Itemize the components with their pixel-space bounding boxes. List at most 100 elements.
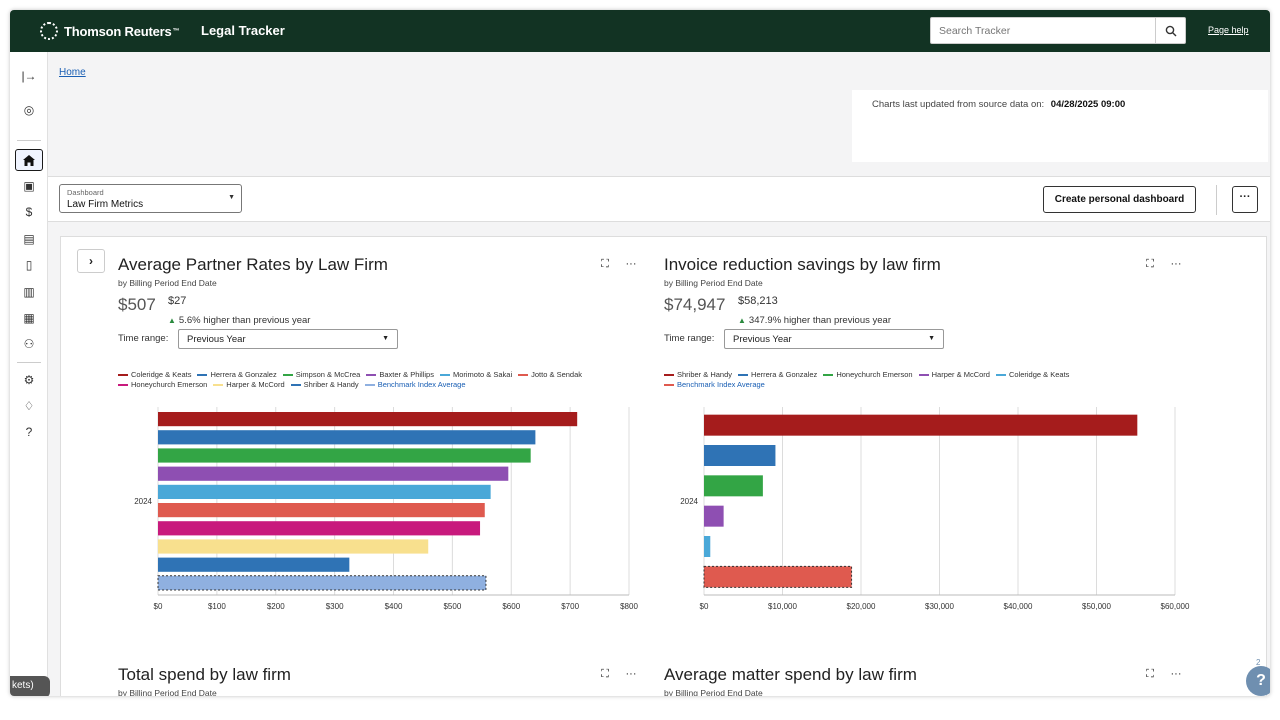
fullscreen-icon[interactable]: ⛶ [1146, 258, 1154, 270]
bar[interactable] [158, 521, 481, 536]
bar[interactable] [704, 505, 724, 527]
document-icon[interactable]: ▯ [25, 258, 33, 272]
bar[interactable] [704, 475, 763, 497]
x-tick-label: $40,000 [1004, 602, 1033, 611]
chart-legend: Shriber & Handy Herrera & Gonzalez Honeych… [664, 370, 1144, 389]
legend-item[interactable]: Herrera & Gonzalez [738, 370, 817, 380]
chart-legend: Coleridge & Keats Herrera & Gonzalez Simps… [118, 370, 618, 389]
search-input[interactable] [931, 18, 1157, 43]
bar[interactable] [158, 503, 485, 518]
legend-swatch [995, 374, 1006, 377]
user-icon[interactable]: ◎ [23, 103, 35, 117]
legend-item[interactable]: Shriber & Handy [664, 370, 732, 380]
bar[interactable] [158, 412, 578, 427]
book-icon[interactable]: ▤ [23, 232, 35, 246]
legend-item[interactable]: Coleridge & Keats [118, 370, 191, 380]
bar[interactable] [158, 430, 536, 445]
dashboard-select[interactable]: Dashboard Law Firm Metrics ▼ [59, 184, 242, 213]
create-personal-dashboard-button[interactable]: Create personal dashboard [1043, 186, 1196, 213]
help-button[interactable]: ? [1246, 666, 1270, 696]
bar[interactable] [704, 536, 711, 557]
reports-icon[interactable]: ▦ [23, 311, 35, 325]
card-subtitle: by Billing Period End Date [664, 688, 763, 696]
brand-logo[interactable]: Thomson Reuters ™ [40, 22, 180, 40]
partner-rates-chart: $0 $100 $200 $300 $400 $500 $600 $700 $800 2024 [134, 407, 638, 611]
bar-chart-icon[interactable]: ▥ [23, 285, 35, 299]
more-icon[interactable]: ··· [625, 258, 637, 270]
fullscreen-icon[interactable]: ⛶ [601, 258, 609, 270]
briefcase-icon[interactable]: ▣ [23, 179, 35, 193]
legend-item[interactable]: Honeychurch Emerson [823, 370, 913, 380]
bar[interactable] [158, 539, 429, 554]
breadcrumb-home[interactable]: Home [59, 67, 86, 78]
chevron-down-icon: ▼ [382, 335, 389, 342]
more-icon[interactable]: ··· [1170, 668, 1182, 680]
bottom-chip[interactable]: kets) [10, 676, 50, 696]
bar[interactable] [158, 448, 531, 463]
fullscreen-icon[interactable]: ⛶ [1146, 668, 1154, 680]
time-range-label: Time range: [118, 333, 169, 344]
x-tick-label: $200 [267, 602, 285, 611]
legend-item[interactable]: Benchmark Index Average [364, 379, 466, 390]
time-range-select[interactable]: Previous Year ▼ [178, 329, 398, 349]
card-subtitle: by Billing Period End Date [118, 688, 217, 696]
card-percent-change: ▲ 347.9% higher than previous year [738, 315, 891, 326]
legend-item[interactable]: Baxter & Phillips [366, 370, 434, 380]
legend-swatch [364, 383, 375, 386]
bar[interactable] [158, 484, 491, 499]
search-box [930, 17, 1186, 44]
card-delta: $27 [168, 295, 187, 307]
expand-panel-button[interactable]: › [77, 249, 105, 273]
card-title: Total spend by law firm [118, 665, 291, 684]
legend-swatch [918, 374, 929, 377]
legend-label: Benchmark Index Average [377, 379, 466, 389]
collapse-icon[interactable]: |→ [21, 69, 37, 83]
legend-item[interactable]: Simpson & McCrea [282, 370, 360, 380]
time-range-select[interactable]: Previous Year ▼ [724, 329, 944, 349]
legend-item[interactable]: Honeychurch Emerson [118, 380, 207, 390]
legend-label: Honeychurch Emerson [131, 379, 208, 389]
bar[interactable] [158, 557, 350, 572]
toolbar-divider [1216, 185, 1217, 215]
chevron-down-icon: ▼ [928, 335, 935, 342]
settings-icon[interactable]: ⚙ [23, 373, 35, 387]
legend-item[interactable]: Shriber & Handy [290, 379, 359, 390]
fullscreen-icon[interactable]: ⛶ [601, 668, 609, 680]
legend-swatch [118, 374, 128, 377]
people-icon[interactable]: ⚇ [23, 337, 35, 351]
legend-label: Coleridge & Keats [131, 370, 192, 379]
chevron-down-icon: ▼ [228, 194, 235, 201]
bar[interactable] [157, 575, 487, 591]
bar[interactable] [704, 414, 1138, 436]
x-tick-label: $20,000 [847, 602, 876, 611]
time-range-value: Previous Year [733, 334, 792, 345]
bar[interactable] [704, 445, 776, 466]
dollar-icon[interactable]: $ [25, 205, 33, 219]
legend-item[interactable]: Harper & McCord [213, 380, 285, 390]
help-icon[interactable]: ? [25, 425, 33, 439]
bar[interactable] [158, 466, 509, 481]
sidebar: |→ ◎ ▣ $ ▤ ▯ ▥ ▦ ⚇ ⚙ ♢ ? [10, 52, 48, 696]
x-tick-label: $50,000 [1082, 602, 1111, 611]
legend-item[interactable]: Harper & McCord [918, 370, 990, 380]
legend-swatch [118, 383, 128, 386]
legend-item[interactable]: Benchmark Index Average [664, 380, 765, 390]
legend-item[interactable]: Morimoto & Sakai [439, 370, 512, 380]
legend-label: Shriber & Handy [677, 370, 733, 379]
x-tick-label: $0 [700, 602, 709, 611]
bar[interactable] [703, 565, 853, 588]
brand-logo-icon [40, 22, 58, 40]
search-button[interactable] [1155, 18, 1185, 43]
legend-item[interactable]: Herrera & Gonzalez [197, 370, 277, 380]
page-help-link[interactable]: Page help [1208, 25, 1249, 35]
legend-label: Shriber & Handy [303, 379, 359, 389]
more-icon[interactable]: ··· [625, 668, 637, 680]
bell-icon[interactable]: ♢ [23, 399, 35, 413]
more-options-button[interactable]: ··· [1232, 186, 1258, 213]
legend-item[interactable]: Jotto & Sendak [518, 370, 582, 380]
home-icon[interactable] [15, 149, 43, 171]
sidebar-divider [17, 362, 41, 363]
legend-item[interactable]: Coleridge & Keats [995, 370, 1069, 380]
more-icon[interactable]: ··· [1170, 258, 1182, 270]
